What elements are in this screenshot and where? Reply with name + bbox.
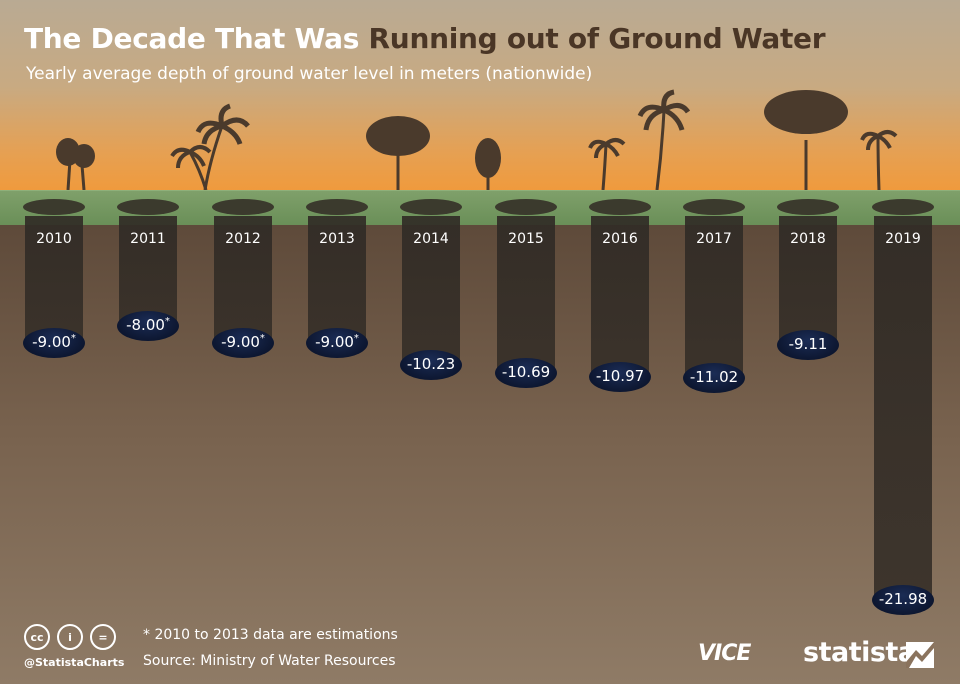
data-label: -9.11 [788, 335, 828, 353]
tree-icon [475, 138, 501, 190]
palm-tree-icon [637, 89, 691, 191]
x-tick-label: 2017 [696, 231, 732, 247]
data-label: -8.00* [126, 316, 170, 334]
title-part-2: Running out of Ground Water [368, 22, 826, 55]
data-label: -9.00* [221, 333, 265, 351]
attribution-icon: i [57, 624, 83, 650]
chart-subtitle: Yearly average depth of ground water lev… [26, 64, 593, 84]
bar-2010 [25, 216, 83, 340]
license-icons: cc i = [24, 624, 124, 652]
water-level-2016 [589, 362, 651, 392]
data-label: -10.23 [406, 355, 456, 373]
x-tick-label: 2016 [602, 231, 638, 247]
twitter-handle: @StatistaCharts [24, 656, 125, 669]
well-mouth [117, 199, 179, 215]
tree-icon [764, 90, 848, 190]
water-level-2013 [306, 328, 368, 358]
data-label: -10.97 [595, 367, 645, 385]
water-level-2010 [23, 328, 85, 358]
data-label: -9.00* [315, 333, 359, 351]
water-level-2014 [400, 350, 462, 380]
estimation-note: * 2010 to 2013 data are estimations [143, 627, 398, 643]
source-note: Source: Ministry of Water Resources [143, 653, 396, 669]
x-tick-label: 2012 [225, 231, 261, 247]
x-tick-label: 2011 [130, 231, 166, 247]
water-level-2018 [777, 330, 839, 360]
bar-2013 [308, 216, 366, 340]
no-derivatives-icon: = [90, 624, 116, 650]
data-label: -21.98 [878, 590, 928, 608]
tree-silhouettes [56, 89, 898, 191]
bar-2019 [874, 216, 932, 597]
well-mouth [400, 199, 462, 215]
water-level-2012 [212, 328, 274, 358]
palm-tree-icon [588, 138, 626, 191]
palm-tree-icon [860, 130, 898, 191]
data-label: -9.00* [32, 333, 76, 351]
water-level-2019 [872, 585, 934, 615]
title-part-1: The Decade That Was [24, 22, 360, 55]
water-level-2015 [495, 358, 557, 388]
estimate-marker: * [164, 316, 170, 327]
well-mouth [589, 199, 651, 215]
x-tick-label: 2018 [790, 231, 826, 247]
statista-logo: statista [803, 637, 916, 668]
estimate-marker: * [70, 333, 76, 344]
well-mouth [212, 199, 274, 215]
bar-2011 [119, 216, 177, 323]
x-tick-label: 2014 [413, 231, 449, 247]
x-tick-label: 2013 [319, 231, 355, 247]
bar-2014 [402, 216, 460, 362]
cc-icon: cc [24, 624, 50, 650]
statista-logo-icon [906, 642, 934, 668]
water-level-2017 [683, 363, 745, 393]
bar-2012 [214, 216, 272, 340]
chart-title: The Decade That Was Running out of Groun… [24, 22, 826, 55]
estimate-marker: * [259, 333, 265, 344]
well-mouth [777, 199, 839, 215]
x-tick-label: 2010 [36, 231, 72, 247]
well-mouth [23, 199, 85, 215]
vice-logo: VICE [698, 641, 751, 666]
well-mouth [495, 199, 557, 215]
bar-2015 [497, 216, 555, 370]
water-level-2011 [117, 311, 179, 341]
x-tick-label: 2015 [508, 231, 544, 247]
tree-icon [366, 116, 430, 190]
data-label: -10.69 [501, 363, 551, 381]
well-mouth [683, 199, 745, 215]
estimate-marker: * [353, 333, 359, 344]
palm-tree-icon [170, 103, 250, 191]
data-label: -11.02 [689, 368, 739, 386]
x-tick-label: 2019 [885, 231, 921, 247]
bar-2018 [779, 216, 837, 342]
well-mouth [306, 199, 368, 215]
bar-2016 [591, 216, 649, 374]
tree-icon [56, 138, 95, 191]
bar-2017 [685, 216, 743, 375]
well-mouth [872, 199, 934, 215]
